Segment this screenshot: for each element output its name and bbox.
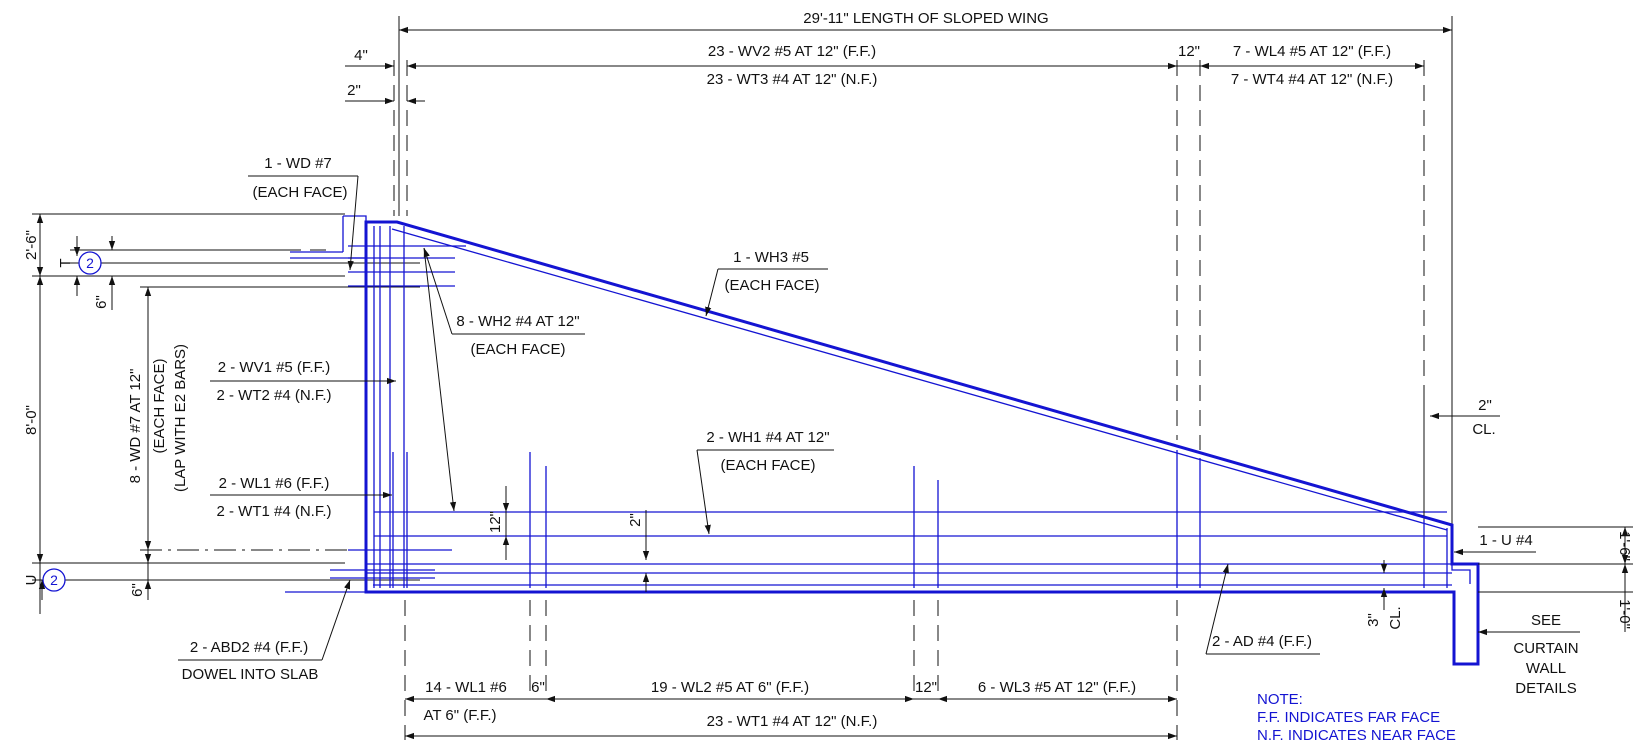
dim-t-6in: 6" xyxy=(93,295,110,309)
abd2-line1: 2 - ABD2 #4 (F.F.) xyxy=(190,639,308,656)
wall-outline xyxy=(364,220,1480,666)
dim-3in-bottom: 3" xyxy=(1365,613,1382,627)
wv2-label: 23 - WV2 #5 AT 12" (F.F.) xyxy=(708,43,876,60)
callouts: 1 - WD #7 (EACH FACE) 1 - WH3 #5 (EACH F… xyxy=(178,155,1580,697)
dim-2in-mid: 2" xyxy=(627,513,644,527)
overall-length-label: 29'-11" LENGTH OF SLOPED WING xyxy=(803,10,1048,27)
wd-line2: (EACH FACE) xyxy=(252,184,347,201)
wt3-label: 23 - WT3 #4 AT 12" (N.F.) xyxy=(707,71,878,88)
mid-dimensions: 12" 2" 3" CL. xyxy=(487,486,1404,630)
dim-2in-right: 2" xyxy=(1478,397,1492,414)
u-number: 2 xyxy=(50,572,58,588)
wl2-label: 19 - WL2 #5 AT 6" (F.F.) xyxy=(651,679,809,696)
note-line2: N.F. INDICATES NEAR FACE xyxy=(1257,727,1456,744)
dim-1-6: 1'-6" xyxy=(1616,531,1633,561)
wl1-bottom-line2: AT 6" (F.F.) xyxy=(423,707,496,724)
wd-vertical-line1: 8 - WD #7 AT 12" xyxy=(127,369,144,484)
wt1-label: 2 - WT1 #4 (N.F.) xyxy=(216,503,331,520)
rebar xyxy=(285,215,1471,593)
ad-label: 2 - AD #4 (F.F.) xyxy=(1212,633,1312,650)
wd-vertical-callout: 8 - WD #7 AT 12" (EACH FACE) (LAP WITH E… xyxy=(127,286,445,551)
note-line1: F.F. INDICATES FAR FACE xyxy=(1257,709,1440,726)
wt1-bottom-label: 23 - WT1 #4 AT 12" (N.F.) xyxy=(707,713,878,730)
wd-vertical-line3: (LAP WITH E2 BARS) xyxy=(172,344,189,492)
dim-12in-mid: 12" xyxy=(487,511,504,533)
wl4-label: 7 - WL4 #5 AT 12" (F.F.) xyxy=(1233,43,1391,60)
bottom-dimensions: 14 - WL1 #6 AT 6" (F.F.) 6" 19 - WL2 #5 … xyxy=(404,600,1178,740)
wh3-line2: (EACH FACE) xyxy=(724,277,819,294)
wt2-label: 2 - WT2 #4 (N.F.) xyxy=(216,387,331,404)
see-line3: WALL xyxy=(1526,660,1566,677)
dim-2-6: 2'-6" xyxy=(23,230,40,260)
dim-12in-top: 12" xyxy=(1178,43,1200,60)
t-label: T xyxy=(57,258,74,267)
wh1-line1: 2 - WH1 #4 AT 12" xyxy=(706,429,829,446)
abd2-line2: DOWEL INTO SLAB xyxy=(182,666,319,683)
top-dimensions: 29'-11" LENGTH OF SLOPED WING 4" 2" 23 -… xyxy=(345,10,1453,525)
u-bar xyxy=(1451,540,1471,584)
dim-u-6in: 6" xyxy=(129,583,146,597)
note-block: NOTE: F.F. INDICATES FAR FACE N.F. INDIC… xyxy=(1257,691,1456,744)
dim-cl-right: CL. xyxy=(1472,421,1495,438)
wd-line1: 1 - WD #7 xyxy=(264,155,332,172)
wt4-label: 7 - WT4 #4 AT 12" (N.F.) xyxy=(1231,71,1393,88)
wv1-label: 2 - WV1 #5 (F.F.) xyxy=(218,359,331,376)
right-dimensions: 2" CL. 1'-6" 1'-0" xyxy=(1423,397,1633,632)
section-mark-u: U 2 6" xyxy=(23,548,420,600)
wh1-line2: (EACH FACE) xyxy=(720,457,815,474)
u-label: U xyxy=(23,575,40,586)
see-line1: SEE xyxy=(1531,612,1561,629)
dim-8-0: 8'-0" xyxy=(23,405,40,435)
dim-4in: 4" xyxy=(354,47,368,64)
dim-cl-bottom: CL. xyxy=(1387,606,1404,629)
dim-1-0: 1'-0" xyxy=(1616,599,1633,629)
note-title: NOTE: xyxy=(1257,691,1303,708)
wd-vertical-line2: (EACH FACE) xyxy=(151,358,168,453)
section-mark-t: T 2 6" xyxy=(57,236,420,310)
left-dimensions: 2'-6" 8'-0" xyxy=(23,213,345,614)
see-line4: DETAILS xyxy=(1515,680,1576,697)
wh3-line1: 1 - WH3 #5 xyxy=(733,249,809,266)
dim-12in-bottom: 12" xyxy=(915,679,937,696)
wl1-label: 2 - WL1 #6 (F.F.) xyxy=(219,475,330,492)
wh2-line2: (EACH FACE) xyxy=(470,341,565,358)
wh2-line1: 8 - WH2 #4 AT 12" xyxy=(456,313,579,330)
dim-2in-top: 2" xyxy=(347,82,361,99)
t-number: 2 xyxy=(86,255,94,271)
wl3-label: 6 - WL3 #5 AT 12" (F.F.) xyxy=(978,679,1136,696)
see-line2: CURTAIN xyxy=(1513,640,1578,657)
u4-label: 1 - U #4 xyxy=(1479,532,1532,549)
wing-wall-outline xyxy=(364,220,1480,666)
t-mark-circle xyxy=(78,251,102,275)
wl1-bottom-line1: 14 - WL1 #6 xyxy=(425,679,507,696)
dim-6in-bottom: 6" xyxy=(531,679,545,696)
